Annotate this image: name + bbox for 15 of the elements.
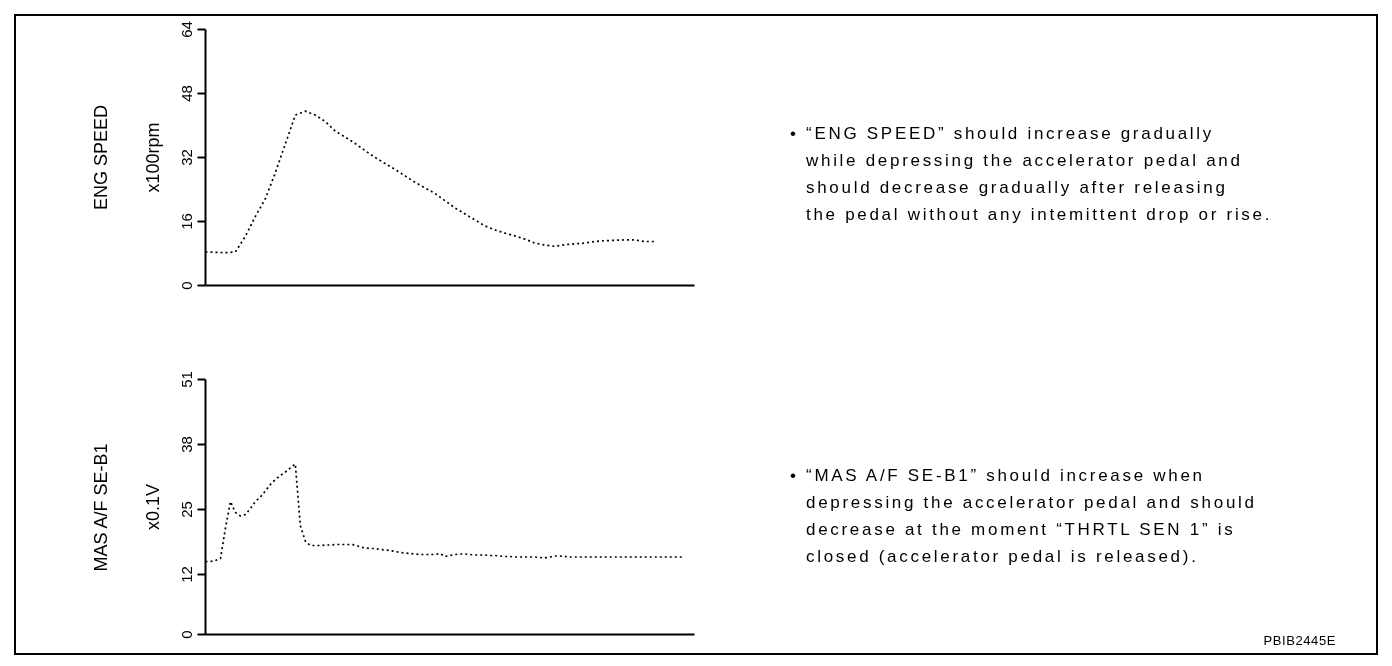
- y-tick-label: 25: [177, 501, 195, 518]
- y-tick-label: 51: [177, 371, 195, 388]
- y-tick-label: 12: [177, 566, 195, 583]
- y-tick-label: 64: [177, 21, 195, 38]
- y-tick-label: 16: [177, 213, 195, 230]
- text: MAS A/F SE-B1 x0.1V: [90, 443, 163, 572]
- text: • “MAS A/F SE-B1” should increase when depressing the accelerator pedal and should decrease at the moment “THRTL SEN 1” is closed (accelerator pedal is released).: [789, 465, 1257, 568]
- y-tick-label: 38: [177, 436, 195, 453]
- text: ENG SPEED x100rpm: [90, 104, 163, 211]
- y-tick-label: 32: [177, 149, 195, 166]
- y-tick-label: 48: [177, 85, 195, 102]
- text: PBIB2445E: [1262, 632, 1336, 650]
- text: • “ENG SPEED” should increase gradually while depressing the accelerator pedal and should decrease gradually after releasing the pedal without any intemittent drop or rise.: [789, 123, 1273, 226]
- y-tick-label: 0: [177, 630, 195, 639]
- y-tick-label: 0: [177, 281, 195, 290]
